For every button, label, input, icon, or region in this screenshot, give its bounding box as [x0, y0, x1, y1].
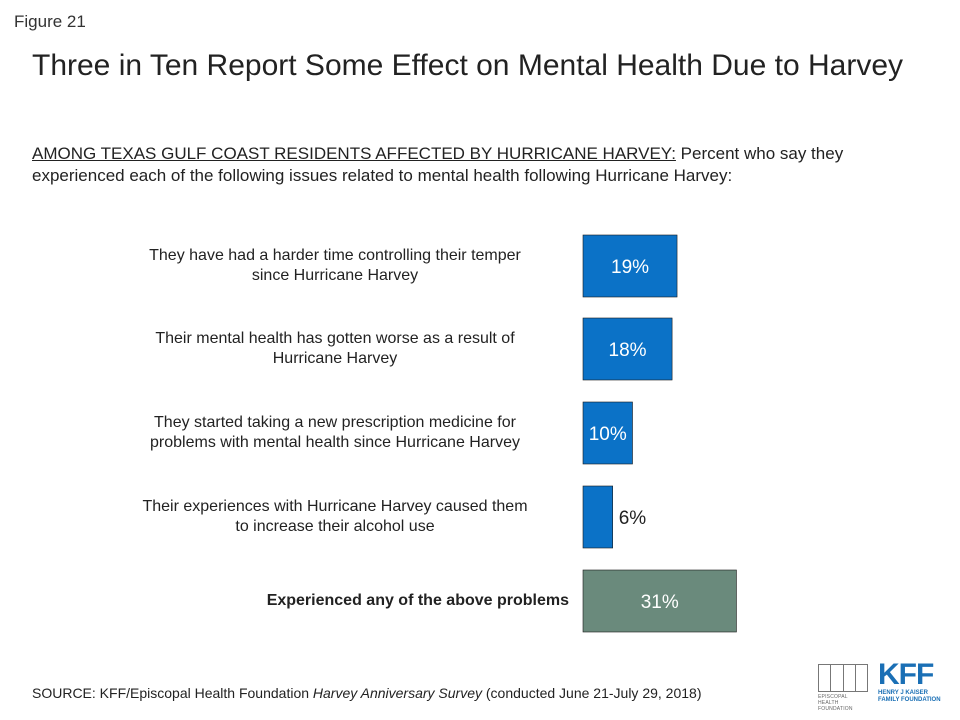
category-label-3: Their experiences with Hurricane Harvey … — [100, 497, 570, 537]
bar-1 — [582, 317, 673, 381]
ehf-mark-icon — [818, 664, 868, 692]
category-label-2: They started taking a new prescription m… — [100, 413, 570, 453]
category-label-4-line-0: Experienced any of the above problems — [266, 592, 569, 609]
bar-4 — [582, 569, 737, 633]
data-label-4: 31% — [641, 592, 679, 613]
kff-logo: KFF HENRY J KAISER FAMILY FOUNDATION — [878, 660, 948, 704]
page-title: Three in Ten Report Some Effect on Menta… — [32, 49, 904, 82]
bar-0 — [582, 234, 678, 298]
kff-logo-text: KFF — [878, 658, 934, 691]
source-suffix: (conducted June 21-July 29, 2018) — [482, 685, 702, 701]
figure-label: Figure 21 — [14, 12, 86, 31]
data-label-1: 18% — [609, 340, 647, 361]
source-note: SOURCE: KFF/Episcopal Health Foundation … — [32, 685, 701, 701]
bar-2 — [582, 401, 633, 465]
kff-logo-subtext: HENRY J KAISER FAMILY FOUNDATION — [878, 690, 941, 703]
category-label-0-line-0: They have had a harder time controlling … — [149, 247, 521, 264]
data-label-3: 6% — [619, 508, 647, 529]
category-label-0-line-1: since Hurricane Harvey — [251, 267, 419, 284]
source-prefix: SOURCE: KFF/Episcopal Health Foundation — [32, 685, 313, 701]
source-survey: Harvey Anniversary Survey — [312, 685, 482, 701]
category-label-2-line-0: They started taking a new prescription m… — [154, 414, 516, 431]
category-label-3-line-1: to increase their alcohol use — [235, 518, 435, 535]
category-label-2-line-1: problems with mental health since Hurric… — [150, 434, 520, 451]
subtitle-rest: Percent who say they experienced each of… — [32, 144, 844, 185]
bar-3 — [582, 485, 614, 549]
chart-subtitle: AMONG TEXAS GULF COAST RESIDENTS AFFECTE… — [32, 143, 932, 187]
data-label-0: 19% — [611, 257, 649, 278]
category-label-1-line-0: Their mental health has gotten worse as … — [155, 330, 515, 347]
category-label-1-line-1: Hurricane Harvey — [272, 350, 398, 367]
ehf-logo-text: EPISCOPAL HEALTH FOUNDATION — [818, 694, 853, 712]
category-label-0: They have had a harder time controlling … — [100, 246, 570, 286]
subtitle-lead: AMONG TEXAS GULF COAST RESIDENTS AFFECTE… — [32, 144, 676, 163]
category-label-4: Experienced any of the above problems — [100, 591, 569, 611]
category-label-3-line-0: Their experiences with Hurricane Harvey … — [142, 498, 528, 515]
data-label-2: 10% — [589, 424, 627, 445]
category-label-1: Their mental health has gotten worse as … — [100, 329, 570, 369]
episcopal-health-foundation-logo: EPISCOPAL HEALTH FOUNDATION — [818, 664, 868, 712]
